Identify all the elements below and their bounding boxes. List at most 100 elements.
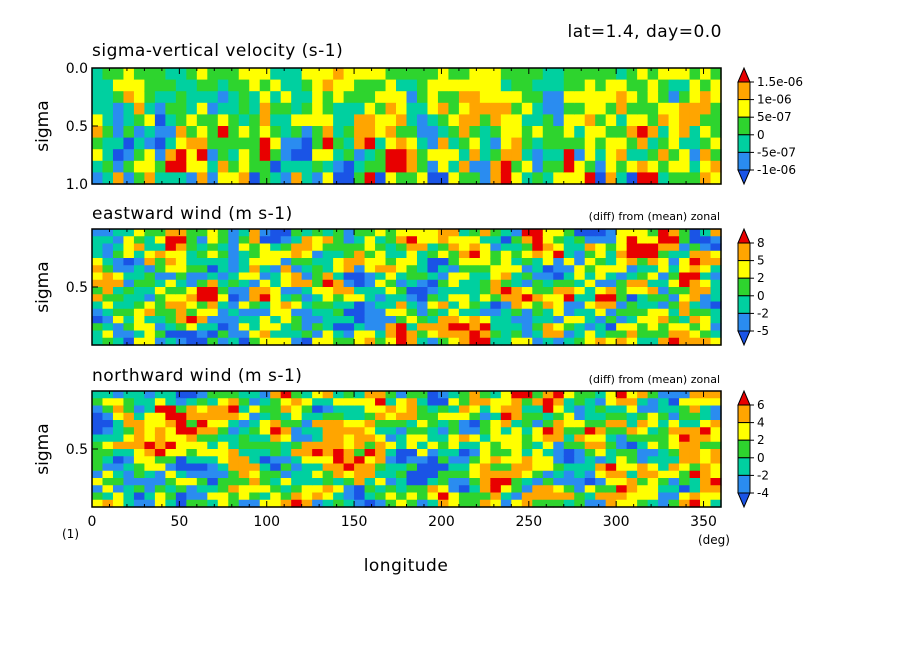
field-cell [521,102,533,115]
field-cell [270,279,282,288]
colorbar-box [737,474,751,494]
field-cell [542,229,554,237]
field-cell [637,485,649,494]
field-cell [406,405,418,414]
field-cell [133,172,146,185]
field-cell [458,485,470,494]
field-cell [658,258,670,266]
field-cell [92,316,104,324]
field-cell [521,294,533,303]
field-cell [616,499,628,508]
field-cell [616,449,628,457]
field-cell [396,301,408,310]
field-cell [616,478,628,486]
field-cell [259,229,271,237]
field-cell [207,485,219,494]
field-cell [700,316,712,324]
field-cell [196,250,208,259]
field-cell [710,279,722,288]
field-cell [364,470,376,479]
field-cell [238,492,250,501]
field-cell [196,412,208,421]
field-cell [364,485,376,494]
field-cell [490,243,502,252]
field-cell [144,391,156,399]
field-cell [186,492,198,501]
field-cell [301,250,313,259]
field-cell [584,330,596,339]
field-cell [364,434,376,443]
field-cell [249,391,261,399]
field-cell [396,391,408,399]
field-cell [333,126,345,139]
field-cell [322,492,334,501]
field-cell [312,420,324,428]
field-cell [396,463,408,472]
field-cell [700,172,712,185]
field-cell [217,91,229,104]
field-cell [605,337,617,346]
field-cell [238,398,250,407]
field-cell [689,330,701,339]
field-cell [144,279,156,288]
field-cell [92,449,104,457]
field-cell [437,172,450,185]
field-cell [102,485,114,494]
field-cell [207,434,219,443]
field-cell [186,149,198,162]
field-cell [574,449,586,457]
field-cell [123,478,135,486]
field-cell [249,330,261,339]
field-cell [406,449,418,457]
field-cell [112,91,125,104]
field-cell [343,114,355,127]
field-cell [175,126,187,139]
field-cell [448,265,460,274]
field-cell [469,478,481,486]
field-cell [458,405,470,414]
field-cell [647,149,659,162]
field-cell [511,456,523,465]
field-cell [333,149,345,162]
field-cell [406,149,418,162]
field-cell [637,229,649,237]
field-cell [196,102,208,115]
field-cell [469,265,481,274]
field-cell [416,301,429,310]
field-cell [500,294,512,303]
field-cell [102,499,114,508]
field-cell [396,316,408,324]
field-cell [92,405,104,414]
field-cell [553,137,565,150]
field-cell [679,463,691,472]
field-cell [144,265,156,274]
field-cell [396,434,408,443]
field-cell [637,102,649,115]
field-cell [406,279,418,288]
field-cell [511,441,523,450]
field-cell [542,114,554,127]
field-cell [123,316,135,324]
field-cell [165,398,177,407]
y-tick-label: 0.5 [66,280,88,296]
field-cell [689,420,701,428]
field-cell [532,441,544,450]
field-cell [574,398,586,407]
field-cell [112,301,125,310]
field-cell [574,420,586,428]
field-cell [92,485,104,494]
field-cell [123,294,135,303]
field-cell [364,137,376,150]
field-cell [92,427,104,436]
field-cell [637,91,649,104]
field-cell [521,330,533,339]
field-cell [542,405,554,414]
field-cell [270,79,282,92]
field-cell [647,308,659,317]
field-cell [228,456,240,465]
field-cell [186,434,198,443]
field-cell [375,485,387,494]
field-cell [92,79,104,92]
x-tick-label: 300 [603,514,630,530]
field-cell [291,308,303,317]
